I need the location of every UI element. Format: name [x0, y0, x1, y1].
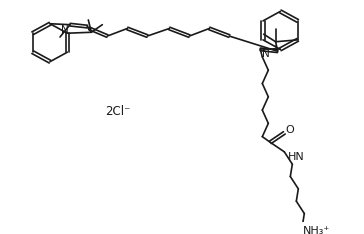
Text: N: N — [262, 49, 270, 59]
Text: 2Cl⁻: 2Cl⁻ — [105, 106, 131, 118]
Text: +: + — [271, 44, 278, 53]
Text: NH₃⁺: NH₃⁺ — [303, 226, 330, 234]
Text: O: O — [285, 125, 294, 135]
Text: N: N — [61, 25, 69, 35]
Text: HN: HN — [288, 152, 305, 162]
